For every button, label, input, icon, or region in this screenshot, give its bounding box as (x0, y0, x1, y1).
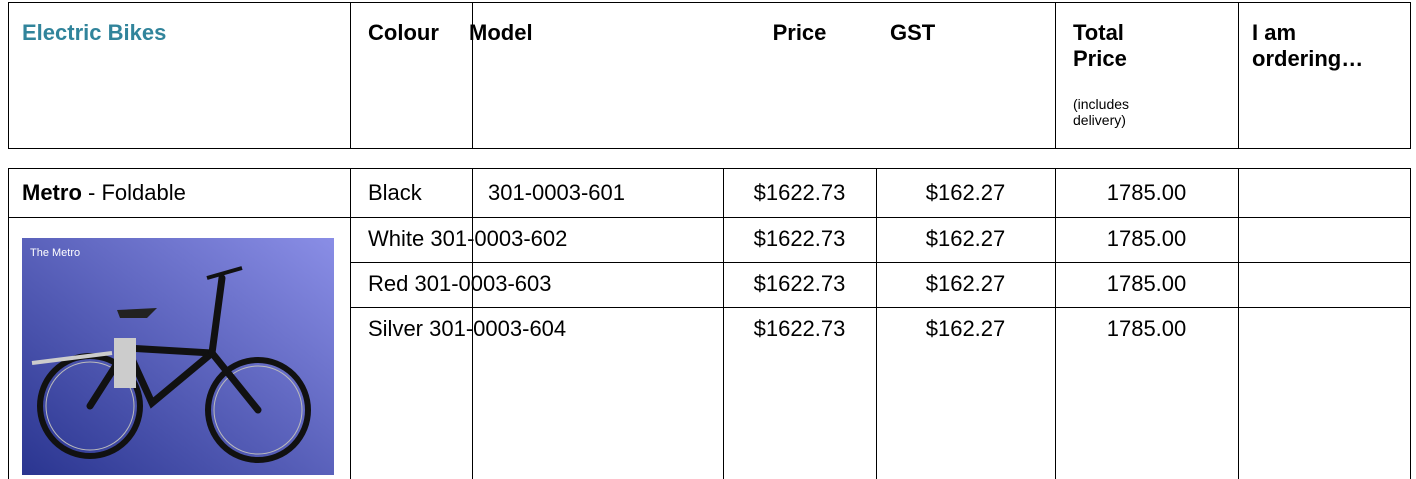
border (350, 307, 1411, 308)
model: 301-0003-601 (488, 180, 625, 206)
product-model: Metro (22, 180, 82, 205)
column-header: GST (890, 20, 935, 46)
column-header: Total Price (1073, 20, 1183, 72)
column-header: Price (723, 20, 876, 46)
gst: $162.27 (876, 180, 1055, 206)
border (8, 148, 1411, 149)
total-price: 1785.00 (1055, 226, 1238, 252)
colour-model: White 301-0003-602 (368, 226, 567, 252)
product-image: The Metro (22, 238, 334, 475)
page: Electric Bikes Colour Model Price GST To… (0, 0, 1416, 479)
model: 301-0003-603 (414, 271, 551, 296)
column-header: Colour (368, 20, 439, 46)
colour: Black (368, 180, 422, 206)
total-price: 1785.00 (1055, 180, 1238, 206)
price: $1622.73 (723, 226, 876, 252)
border (1238, 168, 1239, 479)
price: $1622.73 (723, 316, 876, 342)
model: 301-0003-604 (429, 316, 566, 341)
border (1410, 2, 1411, 149)
column-note: (includes delivery) (1073, 96, 1183, 128)
colour: Silver (368, 316, 423, 341)
border (8, 168, 9, 479)
border (8, 168, 1411, 169)
colour: White (368, 226, 424, 251)
column-header: Model (469, 20, 533, 46)
border (1410, 168, 1411, 479)
image-caption: The Metro (30, 247, 80, 259)
gst: $162.27 (876, 271, 1055, 297)
product-name: Metro - Foldable (22, 180, 186, 206)
border (8, 217, 1411, 218)
price: $1622.73 (723, 271, 876, 297)
border (350, 168, 351, 479)
gst: $162.27 (876, 226, 1055, 252)
border (8, 2, 1411, 3)
total-price: 1785.00 (1055, 271, 1238, 297)
border (1055, 2, 1056, 149)
border (350, 2, 351, 149)
colour-model: Silver 301-0003-604 (368, 316, 566, 342)
price: $1622.73 (723, 180, 876, 206)
total-price: 1785.00 (1055, 316, 1238, 342)
border (1238, 2, 1239, 149)
border (350, 262, 1411, 263)
model: 301-0003-602 (430, 226, 567, 251)
column-header: I am ordering… (1252, 20, 1402, 72)
title: Electric Bikes (22, 20, 166, 46)
border (8, 2, 9, 149)
gst: $162.27 (876, 316, 1055, 342)
colour-model: Red 301-0003-603 (368, 271, 552, 297)
product-type: - Foldable (88, 180, 186, 205)
colour: Red (368, 271, 408, 296)
